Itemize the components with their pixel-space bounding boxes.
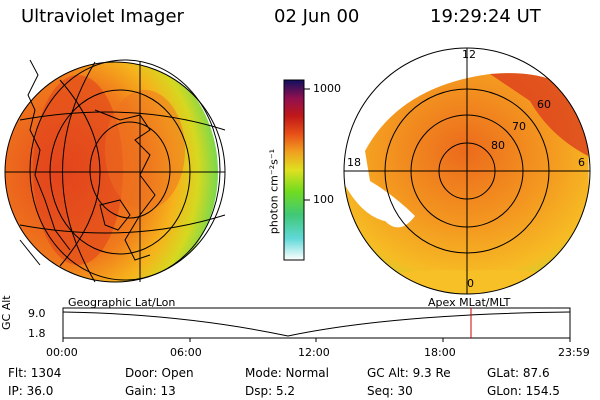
timeline-y-bottom: 1.8: [28, 327, 46, 340]
polar-plot: [343, 47, 591, 295]
mlat-label-70: 70: [512, 120, 526, 133]
info-dsp: Dsp: 5.2: [245, 384, 296, 398]
instrument-title: Ultraviolet Imager: [21, 6, 184, 27]
timeline-right-title: Apex MLat/MLT: [428, 296, 511, 309]
date-label: 02 Jun 00: [274, 6, 360, 27]
info-gcalt: GC Alt: 9.3 Re: [367, 366, 451, 380]
colorbar-label: photon cm⁻²s⁻¹: [267, 148, 281, 235]
timeline-left-title: Geographic Lat/Lon: [68, 296, 176, 309]
mlat-label-80: 80: [491, 139, 505, 152]
info-ip: IP: 36.0: [8, 384, 54, 398]
mlt-label-0: 0: [467, 277, 474, 290]
x-tick-0: 00:00: [46, 346, 78, 359]
mlt-label-18: 18: [347, 156, 361, 169]
info-glat: GLat: 87.6: [487, 366, 550, 380]
info-mode: Mode: Normal: [245, 366, 329, 380]
mlat-label-60: 60: [537, 98, 551, 111]
info-flt: Flt: 1304: [8, 366, 62, 380]
mlt-label-12: 12: [462, 48, 476, 61]
auroral-image-polar: [344, 73, 590, 294]
geographic-image: [4, 59, 226, 283]
time-label: 19:29:24 UT: [430, 6, 541, 27]
colorbar-tick-1000: 1000: [313, 82, 341, 95]
x-tick-1: 06:00: [170, 346, 202, 359]
timeline-y-top: 9.0: [28, 307, 46, 320]
altitude-curve: [62, 311, 571, 337]
altitude-timeline: [62, 307, 571, 342]
x-tick-2: 12:00: [298, 346, 330, 359]
x-tick-3: 18:00: [424, 346, 456, 359]
info-glon: GLon: 154.5: [487, 384, 560, 398]
info-door: Door: Open: [125, 366, 194, 380]
mlt-label-6: 6: [578, 156, 585, 169]
latlon-grid: [4, 59, 226, 283]
timeline-axis-label: GC Alt: [0, 295, 13, 330]
x-tick-4: 23:59: [558, 346, 590, 359]
colorbar-tick-100: 100: [313, 193, 334, 206]
colorbar: [283, 79, 310, 261]
mlt-grid: [343, 47, 591, 295]
info-seq: Seq: 30: [367, 384, 413, 398]
coastlines: [19, 59, 156, 266]
info-gain: Gain: 13: [125, 384, 176, 398]
